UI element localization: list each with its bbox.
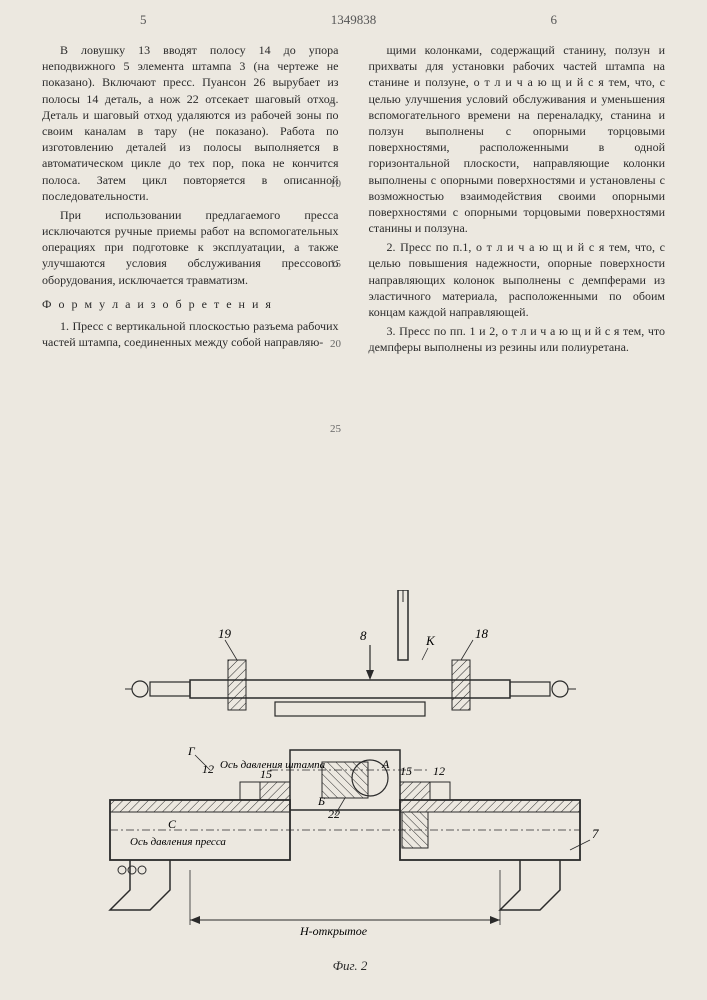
claim-2: 2. Пресс по п.1, о т л и ч а ю щ и й с я…: [369, 239, 666, 320]
label-18: 18: [475, 626, 489, 641]
left-p1: В ловушку 13 вводят полосу 14 до упора н…: [42, 42, 339, 204]
col-num-right: 6: [551, 12, 558, 28]
line-num: 10: [330, 177, 341, 192]
formula-heading: Ф о р м у л а и з о б р е т е н и я: [42, 296, 339, 312]
left-column: В ловушку 13 вводят полосу 14 до упора н…: [42, 42, 339, 359]
line-num: 20: [330, 337, 341, 352]
dim-H: H-открытое: [299, 924, 368, 938]
claim-3: 3. Пресс по пп. 1 и 2, о т л и ч а ю щ и…: [369, 323, 666, 355]
label-15b: 15: [400, 764, 412, 778]
axis-label-1: Ось давления штампа: [220, 759, 326, 771]
label-A: A: [381, 757, 390, 771]
figure-caption: Фиг. 2: [333, 958, 368, 974]
left-p2: При использовании предлагаемого пресса и…: [42, 207, 339, 288]
label-B: Б: [317, 794, 325, 808]
page: 5 1349838 6 В ловушку 13 вводят полосу 1…: [0, 0, 707, 1000]
label-19: 19: [218, 626, 232, 641]
right-p1: щими колонками, содержащий станину, полз…: [369, 42, 666, 236]
label-12a: 12: [202, 762, 214, 776]
line-num: 5: [330, 97, 336, 112]
axis-label-2: Ось давления пресса: [130, 836, 226, 848]
doc-number: 1349838: [331, 12, 377, 28]
label-12b: 12: [433, 764, 445, 778]
label-8: 8: [360, 628, 367, 643]
figure-svg: 19 18 8 К Г 12 15 12 15 22 A Б С 7 Ось д…: [70, 590, 630, 960]
claim-1: 1. Пресс с вертикальной плоскостью разъе…: [42, 318, 339, 350]
label-22: 22: [328, 807, 340, 821]
label-K: К: [425, 633, 436, 648]
figure-2: 19 18 8 К Г 12 15 12 15 22 A Б С 7 Ось д…: [70, 590, 630, 980]
label-7: 7: [592, 826, 599, 841]
right-column: щими колонками, содержащий станину, полз…: [369, 42, 666, 359]
label-C: С: [168, 817, 177, 831]
label-G: Г: [187, 744, 196, 758]
text-columns: В ловушку 13 вводят полосу 14 до упора н…: [42, 42, 665, 359]
col-num-left: 5: [140, 12, 147, 28]
line-num: 25: [330, 422, 341, 437]
line-num: 15: [330, 257, 341, 272]
